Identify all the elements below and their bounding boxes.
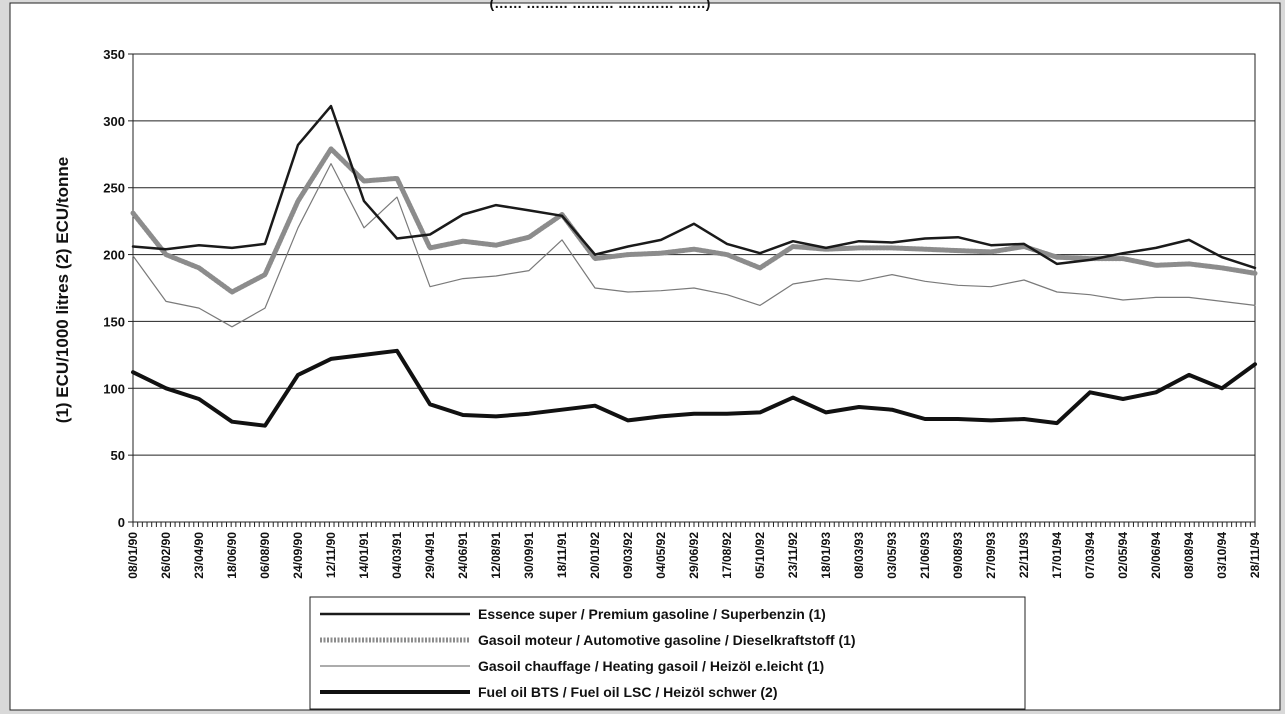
- x-tick-label: 08/01/90: [126, 532, 140, 579]
- x-tick-label: 06/08/90: [258, 532, 272, 579]
- y-tick-label: 350: [103, 47, 125, 62]
- x-tick-label: 24/06/91: [456, 532, 470, 579]
- x-tick-label: 24/09/90: [291, 532, 305, 579]
- x-tick-label: 14/01/91: [357, 532, 371, 579]
- x-tick-label: 20/01/92: [588, 532, 602, 579]
- x-tick-label: 09/08/93: [951, 532, 965, 579]
- series-line-4: [131, 348, 1257, 428]
- x-tick-label: 22/11/93: [1017, 532, 1031, 578]
- x-tick-label: 02/05/94: [1116, 532, 1130, 579]
- y-tick-label: 200: [103, 248, 125, 263]
- x-tick-label: 08/03/93: [852, 532, 866, 579]
- x-tick-label: 18/01/93: [819, 532, 833, 579]
- y-tick-label: 250: [103, 181, 125, 196]
- x-tick-label: 12/08/91: [489, 532, 503, 579]
- y-tick-label: 0: [118, 515, 125, 530]
- x-tick-label: 18/11/91: [555, 532, 569, 578]
- x-tick-label: 23/11/92: [786, 532, 800, 578]
- x-tick-label: 20/06/94: [1149, 532, 1163, 579]
- legend-label: Essence super / Premium gasoline / Super…: [478, 606, 826, 622]
- x-tick-label: 09/03/92: [621, 532, 635, 579]
- top-title-fragment: (…… ……… ……… ………… ……): [490, 0, 711, 11]
- x-tick-label: 12/11/90: [324, 532, 338, 578]
- legend-label: Fuel oil BTS / Fuel oil LSC / Heizöl sch…: [478, 684, 777, 700]
- x-tick-label: 04/05/92: [654, 532, 668, 579]
- x-tick-label: 27/09/93: [984, 532, 998, 579]
- y-axis-label: (1) ECU/1000 litres (2) ECU/tonne: [53, 157, 72, 423]
- series-lines: [130, 104, 1258, 428]
- x-tick-label: 17/01/94: [1050, 532, 1064, 579]
- x-tick-label: 23/04/90: [192, 532, 206, 579]
- x-tick-label: 04/03/91: [390, 532, 404, 579]
- x-tick-label: 03/05/93: [885, 532, 899, 579]
- x-axis-ticks: 08/01/90 26/02/90 23/04/90 18/06/90 06/08/90…: [126, 522, 1262, 579]
- x-tick-label: 03/10/94: [1215, 532, 1229, 579]
- legend-label: Gasoil chauffage / Heating gasoil / Heiz…: [478, 658, 824, 674]
- x-tick-label: 30/09/91: [522, 532, 536, 579]
- x-tick-label: 21/06/93: [918, 532, 932, 579]
- x-tick-label: 28/11/94: [1248, 532, 1262, 578]
- y-axis-ticks: 0 50 100 150 200 250 300 350: [103, 47, 133, 530]
- x-tick-label: 29/04/91: [423, 532, 437, 579]
- x-tick-label: 05/10/92: [753, 532, 767, 579]
- series-line-1: [131, 104, 1257, 270]
- x-tick-label: 29/06/92: [687, 532, 701, 579]
- legend-label: Gasoil moteur / Automotive gasoline / Di…: [478, 632, 856, 648]
- series-line-2: [130, 146, 1258, 295]
- y-tick-label: 300: [103, 114, 125, 129]
- y-tick-label: 100: [103, 381, 125, 396]
- x-tick-label: 18/06/90: [225, 532, 239, 579]
- legend: Essence super / Premium gasoline / Super…: [309, 596, 1026, 710]
- x-tick-label: 17/08/92: [720, 532, 734, 579]
- series-line-3: [132, 163, 1256, 328]
- y-tick-label: 150: [103, 314, 125, 329]
- y-tick-label: 50: [111, 448, 125, 463]
- x-tick-label: 07/03/94: [1083, 532, 1097, 579]
- x-tick-label: 08/08/94: [1182, 532, 1196, 579]
- x-tick-label: 26/02/90: [159, 532, 173, 579]
